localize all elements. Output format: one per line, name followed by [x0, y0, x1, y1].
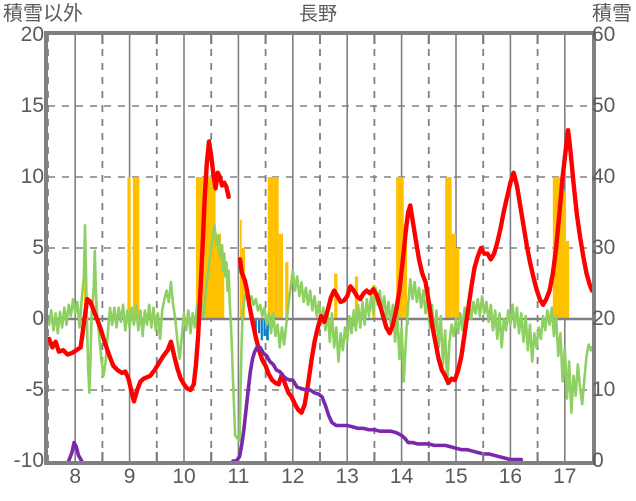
- x-tick-10: 10: [172, 465, 196, 488]
- left-tick-10: 10: [20, 165, 44, 188]
- left-tick-0: 0: [32, 307, 44, 330]
- plot-area: [44, 31, 596, 465]
- left-tick--5: -5: [25, 378, 44, 401]
- right-tick-60: 60: [592, 23, 616, 46]
- x-tick-9: 9: [123, 465, 136, 488]
- right-tick-50: 50: [592, 94, 616, 117]
- axis-ticks: [101, 35, 539, 461]
- green-line-layer: [47, 223, 594, 443]
- x-tick-16: 16: [498, 465, 523, 488]
- left-tick-5: 5: [32, 236, 44, 259]
- x-tick-12: 12: [281, 465, 305, 488]
- plot-frame: [44, 31, 596, 465]
- x-tick-17: 17: [553, 465, 577, 488]
- right-tick-0: 0: [592, 449, 604, 472]
- right-tick-20: 20: [592, 307, 616, 330]
- left-tick--10: -10: [13, 449, 44, 472]
- right-axis-title: 積雪: [592, 3, 632, 25]
- x-tick-13: 13: [335, 465, 359, 488]
- left-axis-title: 積雪以外: [3, 3, 83, 25]
- x-tick-15: 15: [444, 465, 468, 488]
- x-tick-14: 14: [389, 465, 414, 488]
- x-tick-11: 11: [227, 465, 250, 488]
- right-tick-30: 30: [592, 236, 616, 259]
- x-tick-8: 8: [69, 465, 82, 488]
- plot-svg: [44, 31, 596, 465]
- left-tick-15: 15: [20, 94, 44, 117]
- chart-title: 長野: [298, 4, 337, 25]
- right-tick-10: 10: [592, 378, 616, 401]
- purple-line-layer: [66, 345, 524, 463]
- red-line-layer: [46, 127, 595, 415]
- left-tick-20: 20: [20, 23, 44, 46]
- right-tick-40: 40: [592, 165, 616, 188]
